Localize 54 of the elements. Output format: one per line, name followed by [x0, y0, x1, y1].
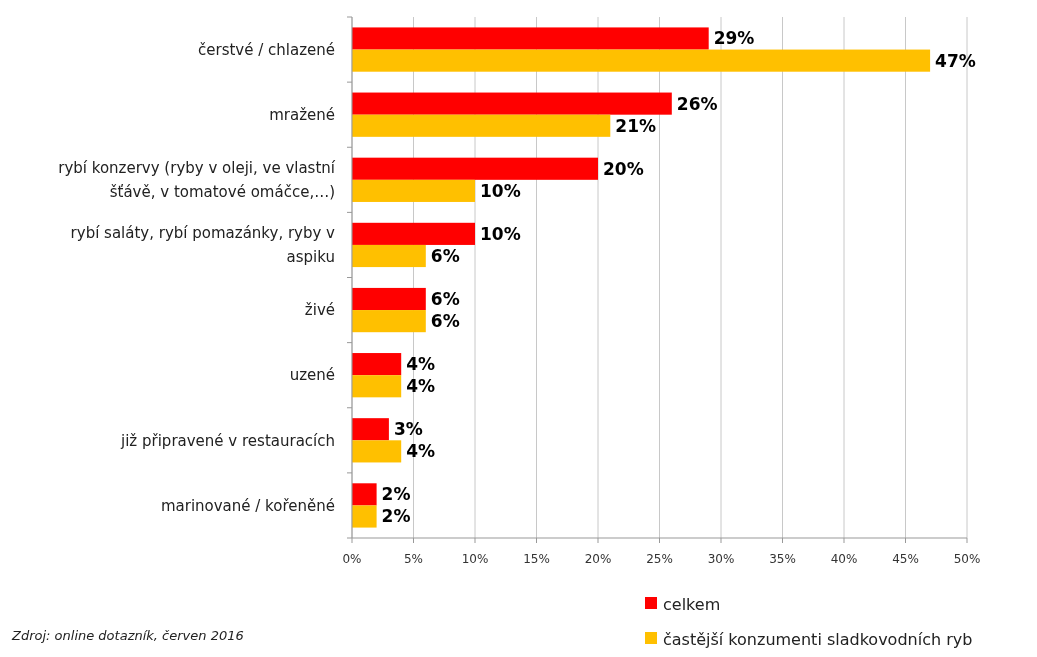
- x-tick-label: 30%: [707, 552, 735, 566]
- x-tick-label: 20%: [584, 552, 612, 566]
- y-tick-label: mražené: [269, 105, 335, 124]
- x-tick-label: 45%: [892, 552, 919, 566]
- x-tick-label: 0%: [342, 552, 362, 566]
- bar: [352, 353, 402, 376]
- bar: [352, 483, 377, 506]
- y-tick-label: uzené: [289, 366, 335, 385]
- x-tick-label: 50%: [953, 552, 981, 566]
- data-label: 3%: [393, 419, 423, 440]
- data-label: 20%: [603, 158, 644, 179]
- y-tick-label: živé: [304, 301, 335, 320]
- data-label: 6%: [430, 245, 460, 266]
- data-label: 10%: [480, 223, 521, 244]
- y-tick-label: marinované / kořeněné: [160, 496, 335, 515]
- x-tick-label: 35%: [769, 552, 796, 566]
- bar: [352, 244, 426, 268]
- y-tick-label: čerstvé / chlazené: [198, 40, 335, 59]
- data-label: 4%: [406, 441, 436, 462]
- x-tick-label: 5%: [403, 552, 424, 566]
- bar: [352, 27, 709, 50]
- data-label: 21%: [615, 115, 656, 136]
- bar: [352, 92, 672, 115]
- data-label: 29%: [713, 28, 755, 49]
- data-label: 6%: [430, 288, 460, 309]
- data-label: 47%: [935, 50, 976, 71]
- legend-label: častější konzumenti sladkovodních ryb: [663, 629, 973, 649]
- data-label: 6%: [430, 311, 460, 332]
- y-tick-label: rybí saláty, rybí pomazánky, ryby v aspiku: [70, 224, 336, 267]
- bar: [352, 310, 426, 333]
- x-tick-label: 25%: [646, 552, 673, 566]
- data-label: 10%: [480, 180, 521, 201]
- data-label: 2%: [381, 484, 411, 505]
- legend-label: celkem: [663, 594, 721, 614]
- bar: [352, 505, 377, 528]
- bar: [352, 418, 389, 441]
- bar: [352, 287, 426, 311]
- y-tick-label: již připravené v restauracích: [120, 431, 335, 450]
- bar: [352, 157, 598, 180]
- bar: [352, 375, 402, 398]
- data-label: 4%: [406, 354, 436, 375]
- bar: [352, 114, 611, 137]
- bar: [352, 179, 475, 202]
- data-label: 2%: [381, 506, 411, 527]
- bar: [352, 49, 931, 72]
- x-tick-label: 10%: [461, 552, 489, 566]
- x-tick-label: 40%: [830, 552, 858, 566]
- x-tick-label: 15%: [523, 552, 550, 566]
- text: Zdroj: online dotazník, červen 2016: [11, 628, 244, 643]
- bar: [352, 440, 402, 463]
- data-label: 26%: [676, 93, 718, 114]
- bar: [352, 222, 475, 245]
- y-tick-label: rybí konzervy (ryby v oleji, ve vlastní šťávě, v tomatové omáčce,…): [58, 159, 336, 202]
- data-label: 4%: [406, 376, 436, 397]
